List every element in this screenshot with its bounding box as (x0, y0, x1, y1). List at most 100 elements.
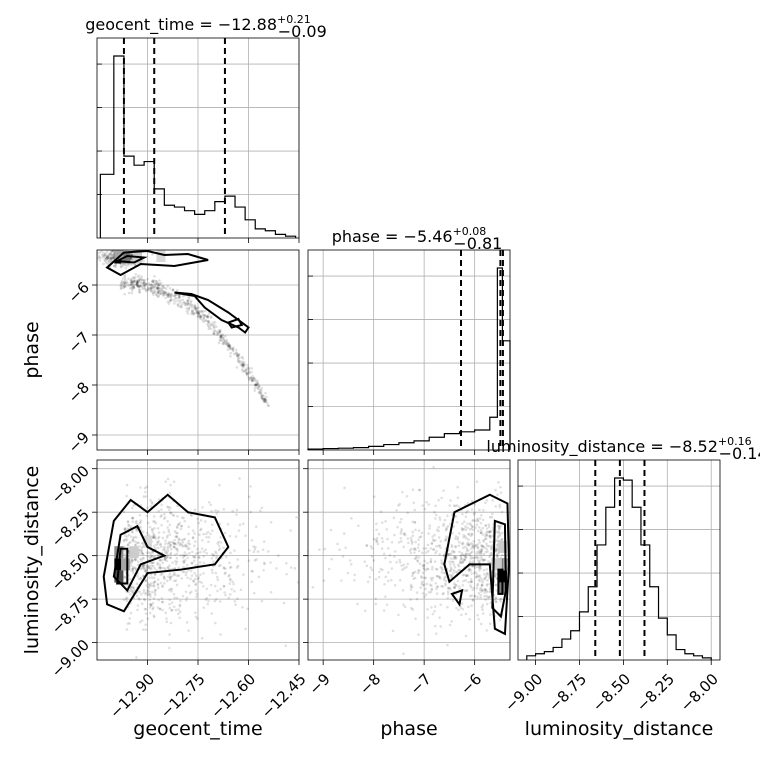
sample-point (480, 583, 484, 587)
sample-point (410, 547, 413, 551)
sample-point (157, 535, 161, 539)
sample-point (123, 284, 127, 288)
sample-point (471, 598, 475, 602)
sample-point (413, 576, 417, 580)
sample-point (185, 563, 189, 567)
sample-point (123, 274, 126, 277)
sample-point (471, 599, 475, 602)
sample-point (152, 534, 155, 537)
sample-point (170, 608, 173, 612)
sample-point (461, 546, 465, 550)
sample-point (216, 509, 220, 513)
sample-point (232, 582, 235, 586)
sample-point (263, 562, 266, 566)
sample-point (166, 293, 169, 297)
sample-point (479, 566, 482, 569)
sample-point (150, 283, 153, 287)
sample-point (346, 571, 350, 575)
sample-point (135, 656, 138, 659)
sample-point (129, 282, 133, 285)
sample-point (256, 550, 260, 553)
sample-point (168, 533, 172, 536)
sample-point (187, 307, 191, 310)
sample-point (140, 546, 144, 550)
sample-point (139, 284, 142, 288)
sample-point (192, 559, 196, 563)
sample-point (143, 284, 147, 288)
sample-point (456, 538, 460, 541)
sample-point (166, 300, 170, 304)
sample-point (169, 511, 173, 515)
sample-point (244, 534, 247, 537)
sample-point (441, 568, 444, 572)
sample-point (482, 568, 486, 572)
sample-point (470, 556, 474, 559)
sample-point (219, 536, 222, 539)
sample-point (106, 256, 109, 259)
sample-point (132, 286, 136, 289)
sample-point (466, 552, 470, 556)
sample-point (189, 590, 193, 594)
sample-point (135, 280, 139, 284)
tick-label-phase: −9 (306, 670, 334, 698)
sample-point (151, 293, 155, 296)
sample-point (249, 377, 253, 380)
sample-point (140, 559, 143, 562)
sample-point (157, 536, 160, 540)
sample-point (421, 580, 424, 584)
sample-point (372, 537, 376, 541)
sample-point (385, 528, 389, 531)
sample-point (397, 613, 400, 617)
sample-point (449, 569, 453, 572)
sample-point (229, 578, 232, 582)
sample-point (190, 550, 194, 554)
sample-point (481, 612, 485, 615)
sample-point (400, 540, 403, 543)
sample-point (397, 504, 400, 507)
sample-point (194, 307, 198, 310)
sample-point (188, 542, 192, 546)
sample-point (285, 562, 288, 565)
sample-point (466, 509, 469, 513)
sample-point (203, 319, 207, 322)
sample-point (434, 632, 438, 635)
sample-point (485, 499, 489, 502)
sample-point (425, 500, 428, 504)
sample-point (130, 569, 133, 573)
sample-point (462, 536, 465, 539)
sample-point (425, 567, 429, 571)
sample-point (215, 330, 218, 334)
sample-point (161, 600, 164, 604)
sample-point (157, 289, 161, 293)
sample-point (250, 539, 254, 542)
density-cell (129, 546, 139, 559)
sample-point (446, 592, 450, 596)
sample-point (399, 532, 403, 535)
sample-point (103, 253, 106, 257)
sample-point (124, 278, 127, 282)
sample-point (145, 578, 148, 582)
sample-point (136, 574, 139, 578)
sample-point (462, 554, 466, 557)
sample-point (166, 545, 170, 549)
sample-point (249, 485, 252, 488)
sample-point (454, 556, 457, 560)
sample-point (486, 579, 489, 582)
sample-point (168, 545, 172, 549)
sample-point (469, 584, 472, 587)
sample-point (353, 578, 356, 582)
sample-point (119, 265, 123, 269)
sample-point (146, 288, 150, 292)
sample-point (409, 538, 413, 542)
sample-point (227, 344, 230, 348)
sample-point (159, 515, 163, 518)
sample-point (490, 545, 493, 548)
sample-point (120, 284, 123, 287)
sample-point (407, 541, 410, 545)
sample-point (186, 545, 189, 548)
sample-point (163, 549, 167, 553)
sample-point (138, 598, 141, 601)
sample-point (385, 603, 389, 607)
sample-point (398, 560, 402, 564)
sample-point (161, 584, 164, 587)
